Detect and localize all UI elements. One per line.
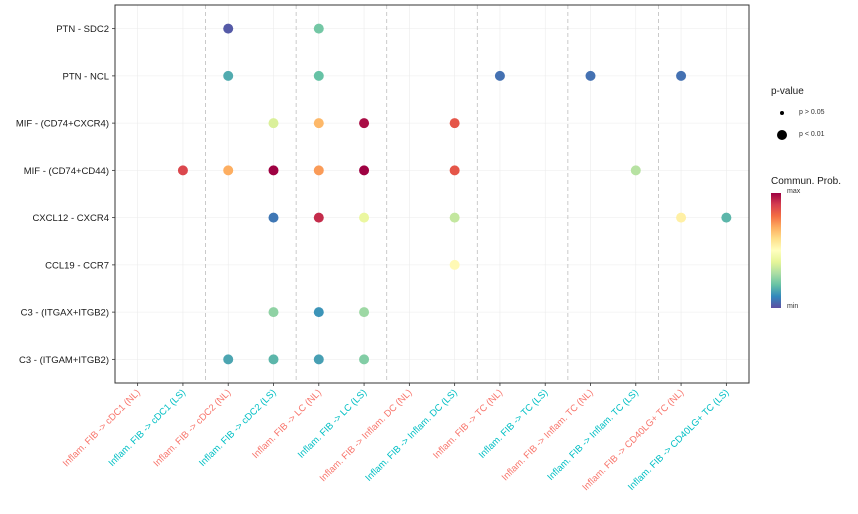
data-point (268, 165, 279, 176)
x-tick-label: Inflam. FIB -> Inflam. DC (LS) (363, 387, 459, 483)
data-point (223, 23, 234, 34)
data-point (223, 70, 234, 81)
data-point (449, 165, 460, 176)
data-point (177, 165, 188, 176)
y-tick-label: CXCL12 - CXCR4 (32, 213, 109, 224)
y-tick-label: C3 - (ITGAX+ITGB2) (21, 308, 109, 319)
data-point (313, 354, 324, 365)
data-point (630, 165, 641, 176)
data-point (313, 70, 324, 81)
plot-background (115, 5, 749, 383)
data-point (313, 212, 324, 223)
y-tick-label: C3 - (ITGAM+ITGB2) (19, 355, 109, 366)
data-point (223, 354, 234, 365)
data-point (268, 212, 279, 223)
size-key-large-label: p < 0.01 (799, 131, 825, 138)
data-point (223, 165, 234, 176)
x-tick-label: Inflam. FIB -> cDC1 (NL) (61, 387, 143, 469)
size-key-small (780, 111, 784, 115)
data-point (449, 259, 460, 270)
y-tick-label: CCL19 - CCR7 (45, 260, 109, 271)
color-legend-title: Commun. Prob. (771, 176, 842, 187)
y-tick-label: MIF - (CD74+CD44) (24, 166, 109, 177)
data-point (268, 118, 279, 129)
size-key-large (777, 130, 787, 140)
x-tick-label: Inflam. FIB -> cDC2 (NL) (151, 387, 233, 469)
x-tick-label: Inflam. FIB -> Inflam. TC (LS) (545, 387, 641, 483)
data-point (449, 212, 460, 223)
data-point (313, 118, 324, 129)
color-scale-min-label: min (787, 303, 799, 310)
data-point (676, 70, 687, 81)
y-tick-label: MIF - (CD74+CXCR4) (16, 119, 109, 130)
x-tick-label: Inflam. FIB -> CD40LG+ TC (LS) (626, 387, 731, 492)
data-point (585, 70, 596, 81)
color-scale-max-label: max (787, 188, 801, 195)
data-point (359, 165, 370, 176)
data-point (359, 212, 370, 223)
data-point (676, 212, 687, 223)
x-tick-label: Inflam. FIB -> Inflam. TC (NL) (500, 387, 596, 483)
data-point (313, 23, 324, 34)
size-legend-title: p-value (771, 86, 804, 97)
data-point (359, 354, 370, 365)
x-tick-label: Inflam. FIB -> Inflam. DC (NL) (318, 387, 415, 484)
size-key-small-label: p > 0.05 (799, 109, 825, 116)
data-point (449, 118, 460, 129)
data-point (268, 307, 279, 318)
x-tick-label: Inflam. FIB -> cDC1 (LS) (107, 387, 189, 469)
y-tick-label: PTN - SDC2 (56, 24, 109, 35)
y-tick-label: PTN - NCL (63, 71, 109, 82)
x-tick-label: Inflam. FIB -> cDC2 (LS) (197, 387, 279, 469)
data-point (268, 354, 279, 365)
color-scale-bar (771, 193, 781, 308)
data-point (721, 212, 732, 223)
data-point (313, 165, 324, 176)
plot-border (114, 4, 750, 384)
data-point (313, 307, 324, 318)
data-point (359, 118, 370, 129)
data-point (359, 307, 370, 318)
data-point (494, 70, 505, 81)
